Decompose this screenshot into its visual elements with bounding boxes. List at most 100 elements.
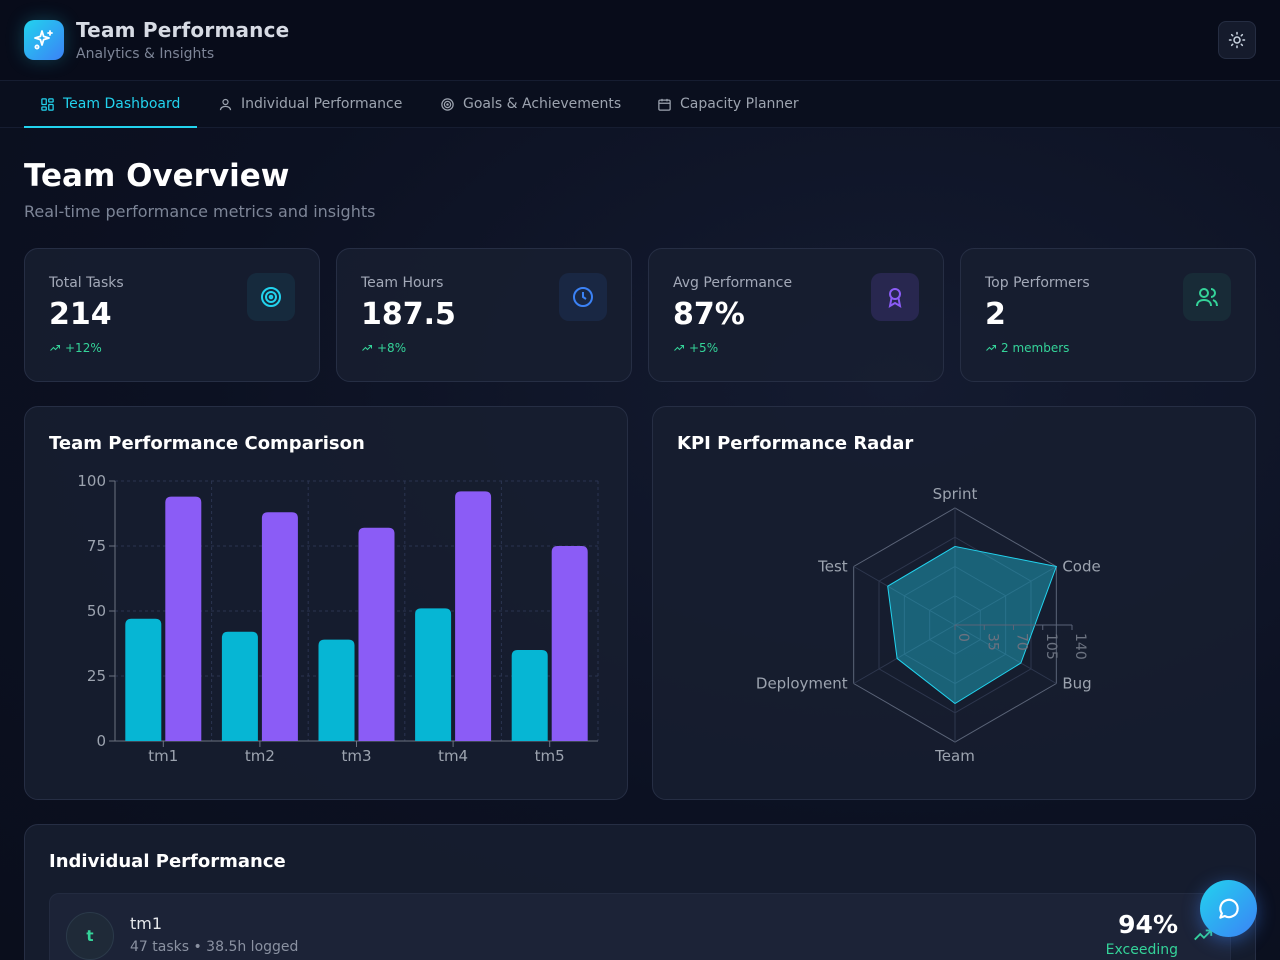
tab-label: Individual Performance (241, 96, 403, 112)
member-score: 94% (1118, 910, 1178, 939)
page-subtitle: Real-time performance metrics and insigh… (24, 202, 376, 221)
tab-capacity-planner[interactable]: Capacity Planner (657, 81, 799, 127)
panel-title: Individual Performance (49, 851, 286, 872)
radial-tick-label: 35 (984, 633, 1000, 651)
radar-chart: 0 35 70 105 140 Sprint Code Bug Team Deployment Te… (756, 485, 1101, 765)
individual-performance-panel: Individual Performance t tm1 47 tasks • … (24, 824, 1256, 960)
tab-label: Team Dashboard (63, 96, 181, 112)
radial-tick-label: 105 (1043, 633, 1059, 660)
bar[interactable] (455, 491, 492, 741)
radar-axis-label: Test (817, 558, 848, 576)
stat-trend-text: 2 members (1001, 341, 1070, 355)
radar-spoke (954, 624, 1057, 684)
bar[interactable] (358, 527, 395, 741)
stat-value: 187.5 (361, 297, 456, 332)
performance-comparison-panel: Team Performance Comparison 0 25 50 75 100 tm… (24, 406, 628, 800)
stat-icon-box (871, 273, 919, 321)
tab-individual-performance[interactable]: Individual Performance (218, 81, 402, 127)
y-tick-label: 0 (96, 732, 106, 750)
stat-value: 2 (985, 297, 1006, 332)
target-icon (441, 97, 454, 111)
trending-up-icon (674, 345, 684, 351)
target-icon (261, 287, 281, 307)
panel-title: Team Performance Comparison (49, 433, 365, 454)
x-tick-label: tm3 (341, 747, 371, 765)
sparkles-icon (34, 30, 53, 50)
users-icon (1196, 288, 1218, 307)
stat-trend-text: +5% (689, 341, 719, 355)
chat-button[interactable] (1200, 880, 1257, 937)
member-meta: 47 tasks • 38.5h logged (130, 939, 299, 955)
stat-label: Team Hours (361, 275, 444, 291)
member-status: Exceeding (1105, 942, 1178, 958)
bar-chart: 0 25 50 75 100 tm1 tm2 tm3 tm4 tm5 (77, 472, 599, 765)
stat-card-avg-performance: Avg Performance 87% +5% (648, 248, 944, 382)
kpi-radar-panel: KPI Performance Radar 0 35 70 105 140 Sprint C… (652, 406, 1256, 800)
radar-axis-label: Sprint (933, 485, 978, 503)
radial-tick-label: 70 (1014, 633, 1030, 651)
bar[interactable] (415, 608, 452, 741)
bar[interactable] (318, 639, 355, 741)
tab-bar: Team Dashboard Individual Performance Go… (0, 81, 1280, 128)
stat-trend: +12% (49, 341, 102, 355)
radar-spoke (853, 566, 956, 626)
y-tick-label: 100 (77, 472, 106, 490)
stat-trend: +8% (361, 341, 406, 355)
radar-axis-label: Deployment (756, 675, 848, 693)
sun-icon (1228, 31, 1246, 49)
trending-up-icon (50, 345, 60, 351)
tab-label: Goals & Achievements (463, 96, 622, 112)
stat-icon-box (559, 273, 607, 321)
tab-goals-achievements[interactable]: Goals & Achievements (440, 81, 621, 127)
tab-team-dashboard[interactable]: Team Dashboard (24, 81, 197, 128)
stat-label: Top Performers (985, 275, 1090, 291)
avatar: t (66, 912, 114, 960)
stat-label: Total Tasks (49, 275, 124, 291)
bar[interactable] (165, 496, 202, 741)
radar-axis-label: Team (934, 747, 975, 765)
stat-label: Avg Performance (673, 275, 793, 291)
bar[interactable] (261, 512, 298, 741)
stat-card-top-performers: Top Performers 2 2 members (960, 248, 1256, 382)
radial-tick-label: 0 (955, 633, 971, 642)
page-title: Team Overview (24, 158, 290, 194)
app-title: Team Performance (76, 18, 290, 42)
stat-card-total-tasks: Total Tasks 214 +12% (24, 248, 320, 382)
member-row[interactable]: t tm1 47 tasks • 38.5h logged 94% Exceed… (49, 893, 1231, 960)
stat-card-team-hours: Team Hours 187.5 +8% (336, 248, 632, 382)
y-tick-label: 50 (87, 602, 106, 620)
dashboard-icon (41, 97, 54, 111)
stat-trend-text: +12% (65, 341, 102, 355)
trending-up-icon (362, 345, 372, 351)
tab-label: Capacity Planner (680, 96, 799, 112)
bar[interactable] (511, 650, 548, 741)
panel-title: KPI Performance Radar (677, 433, 914, 454)
stat-icon-box (247, 273, 295, 321)
member-name: tm1 (130, 914, 163, 933)
user-icon (219, 98, 232, 110)
bar[interactable] (125, 618, 162, 741)
x-tick-label: tm1 (148, 747, 178, 765)
y-tick-label: 25 (87, 667, 106, 685)
radar-spoke (954, 566, 1057, 626)
app-header: Team Performance Analytics & Insights (0, 0, 1280, 81)
stat-icon-box (1183, 273, 1231, 321)
bar[interactable] (221, 631, 258, 741)
x-tick-label: tm2 (245, 747, 275, 765)
stat-value: 214 (49, 297, 112, 332)
theme-toggle-button[interactable] (1218, 21, 1256, 59)
app-subtitle: Analytics & Insights (76, 46, 215, 62)
radar-axis-label: Bug (1062, 675, 1091, 693)
award-icon (888, 288, 902, 309)
x-tick-label: tm5 (535, 747, 565, 765)
calendar-icon (658, 98, 671, 111)
bar[interactable] (551, 546, 588, 741)
stat-trend: 2 members (985, 341, 1069, 355)
stat-trend: +5% (673, 341, 718, 355)
stat-trend-text: +8% (377, 341, 407, 355)
stat-value: 87% (673, 297, 745, 332)
app-logo (24, 20, 64, 60)
x-tick-label: tm4 (438, 747, 468, 765)
radar-spoke (853, 624, 956, 684)
clock-icon (573, 287, 593, 307)
